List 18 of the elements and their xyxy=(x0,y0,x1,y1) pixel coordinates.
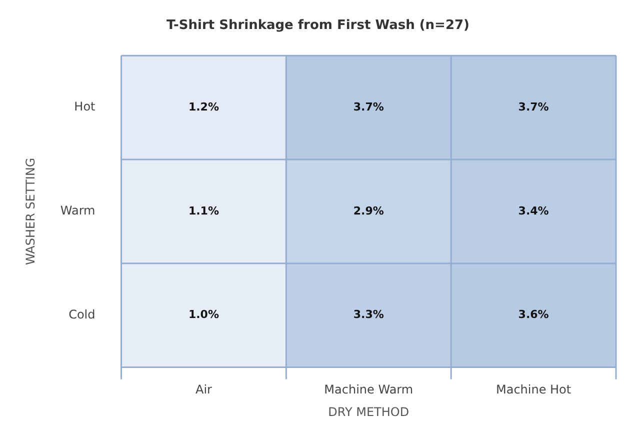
data-label: 3.6% xyxy=(518,308,549,322)
data-label: 3.3% xyxy=(353,308,384,322)
chart-title: T-Shirt Shrinkage from First Wash (n=27) xyxy=(166,18,470,34)
data-label: 2.9% xyxy=(353,204,384,218)
data-label: 1.0% xyxy=(188,308,219,322)
data-label: 1.2% xyxy=(188,100,219,114)
y-tick-label: Warm xyxy=(60,204,96,218)
y-tick-label: Cold xyxy=(68,307,96,322)
y-tick-label: Hot xyxy=(74,100,96,114)
data-label: 3.7% xyxy=(518,100,549,114)
x-tick-label: Machine Warm xyxy=(324,382,414,397)
data-label: 3.4% xyxy=(518,204,549,218)
data-label: 1.1% xyxy=(188,204,219,218)
x-tick-label: Machine Hot xyxy=(496,382,572,397)
x-tick-label: Air xyxy=(195,382,212,397)
y-axis-title: WASHER SETTING xyxy=(23,158,38,266)
x-axis-title: DRY METHOD xyxy=(328,404,410,419)
data-label: 3.7% xyxy=(353,100,384,114)
